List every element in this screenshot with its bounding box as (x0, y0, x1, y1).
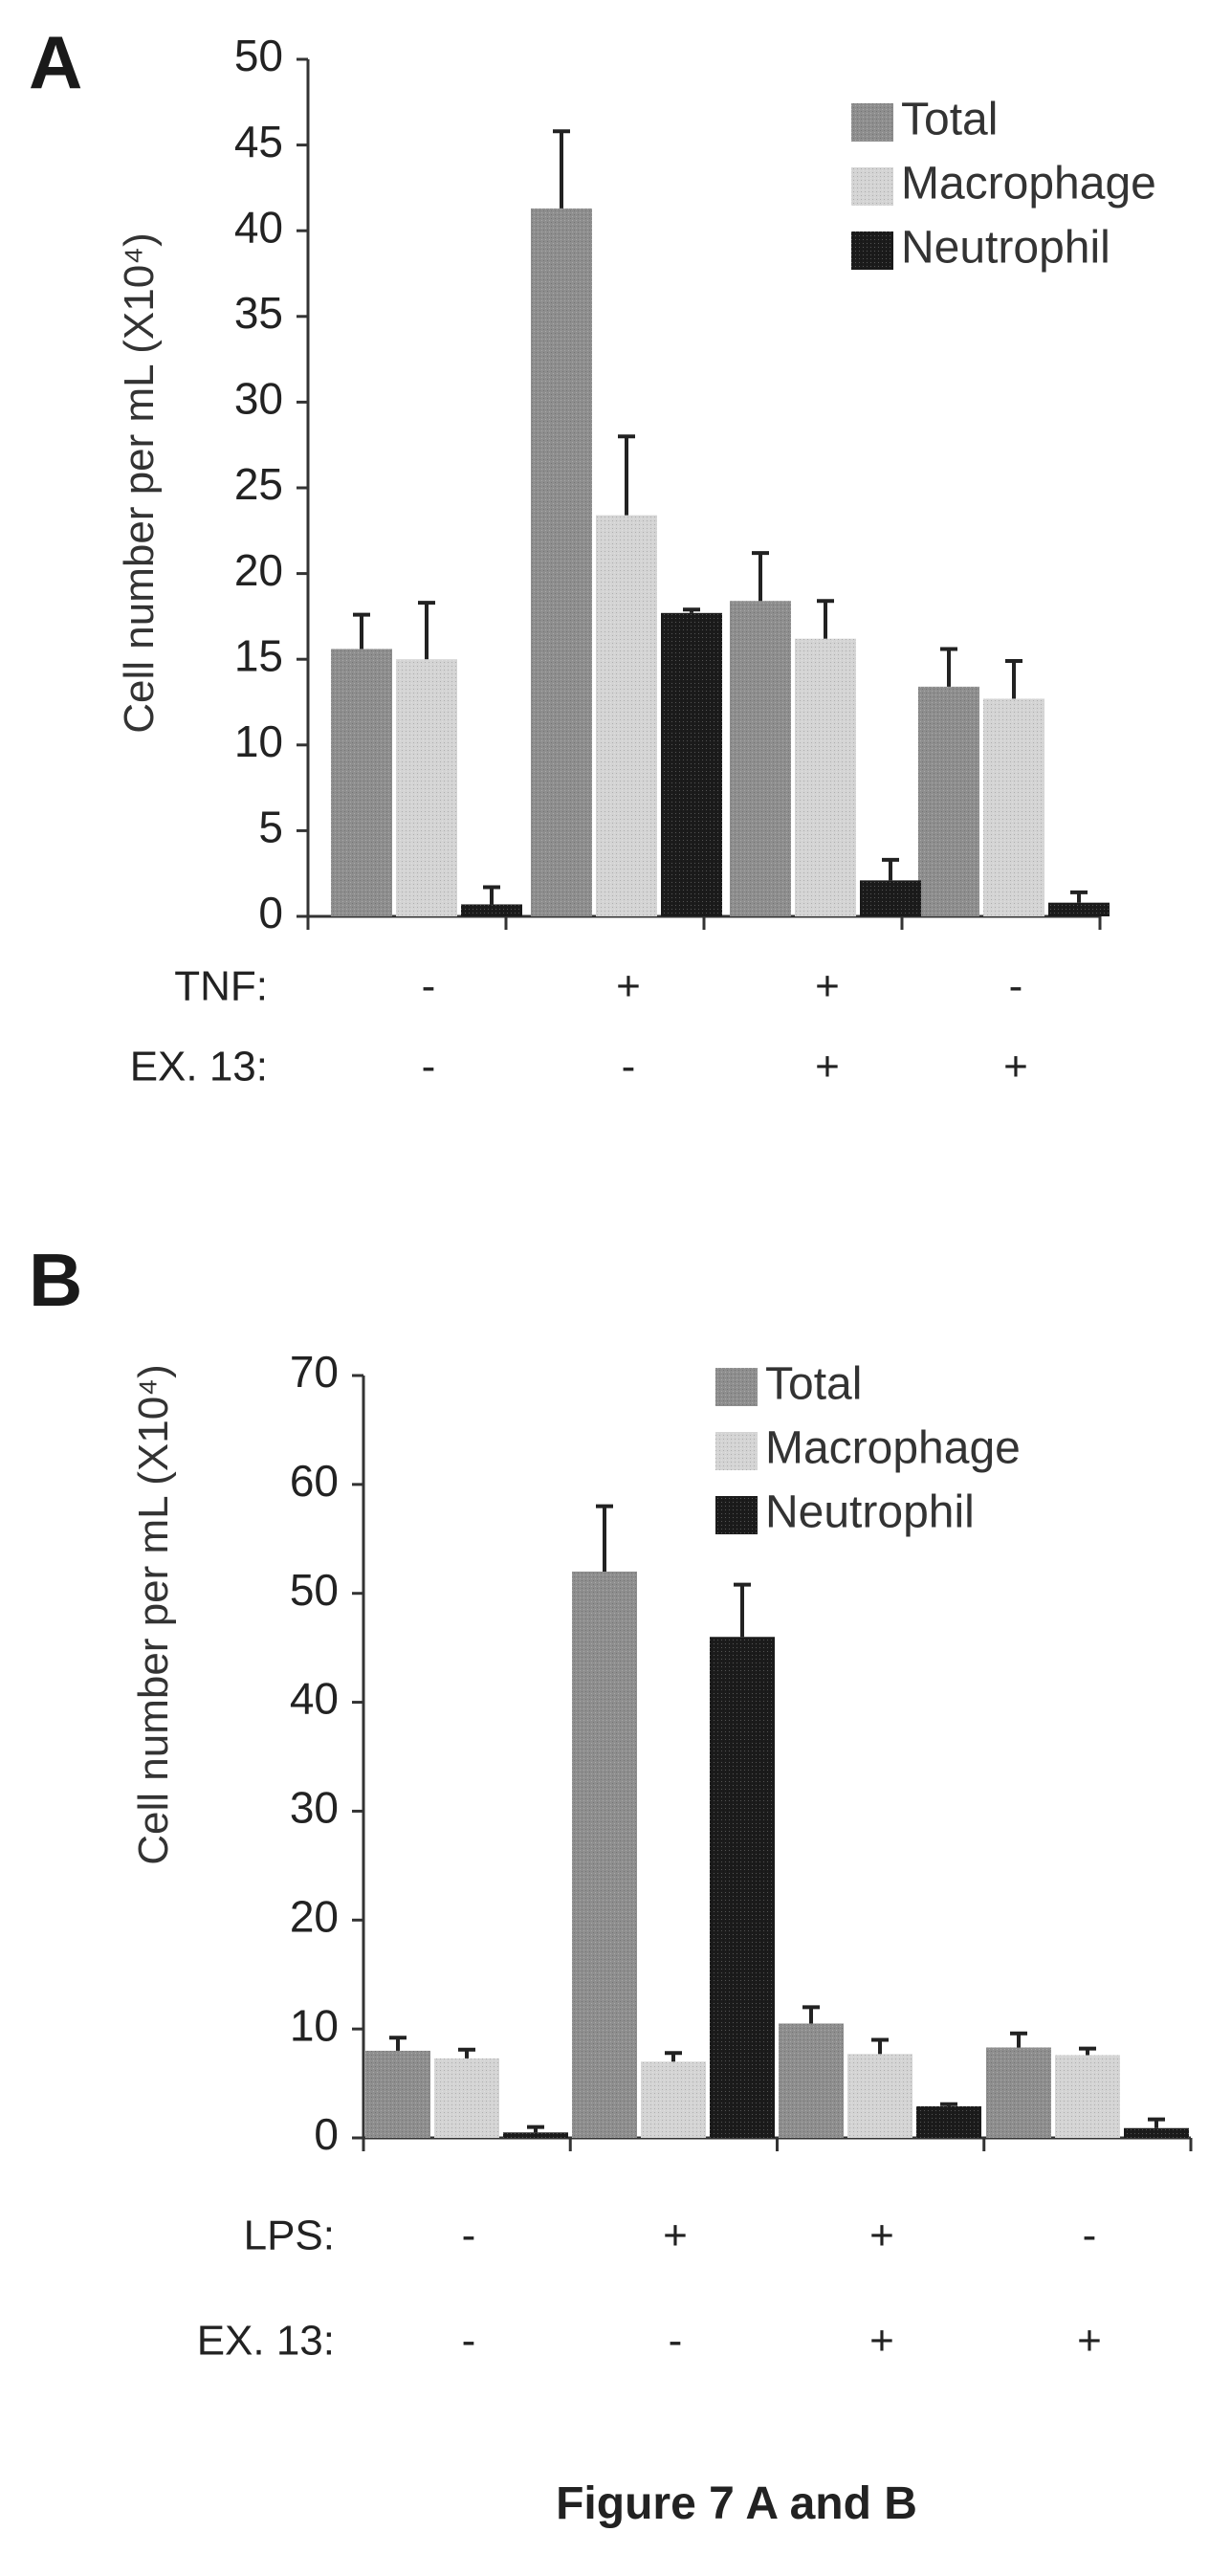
condition-mark: + (663, 2213, 688, 2259)
legend-swatch-texture (715, 1368, 758, 1406)
y-tick-label: 0 (258, 888, 283, 937)
condition-mark: - (422, 963, 436, 1010)
bar-texture (641, 2061, 706, 2138)
condition-mark: + (1077, 2318, 1102, 2365)
bar-texture (461, 904, 522, 916)
bar-texture (1048, 902, 1110, 916)
bar-texture (710, 1637, 775, 2138)
bar-texture (531, 208, 592, 917)
y-tick-label: 10 (234, 716, 283, 766)
condition-mark: - (1083, 2213, 1097, 2259)
y-tick-label: 20 (234, 545, 283, 595)
y-tick-label: 15 (234, 630, 283, 680)
y-tick-label: 25 (234, 459, 283, 509)
bar-texture (1055, 2055, 1120, 2138)
y-tick-label: 60 (290, 1456, 339, 1506)
legend-label-total: Total (765, 1359, 862, 1410)
y-tick-label: 50 (290, 1565, 339, 1615)
y-tick-label: 5 (258, 803, 283, 852)
y-tick-label: 50 (234, 31, 283, 80)
y-tick-label: 30 (290, 1783, 339, 1833)
chart-panel-b: B Cell number per mL (X10⁴) 0 10 20 30 40 50 60 7… (29, 1238, 1193, 2365)
bar-texture (983, 698, 1044, 916)
y-tick-label: 45 (234, 117, 283, 166)
bar-texture (918, 686, 979, 916)
bar-texture (365, 2050, 430, 2138)
legend-label-macrophage: Macrophage (765, 1423, 1021, 1474)
legend-swatch-texture (851, 231, 893, 270)
condition-label: EX. 13: (130, 1044, 268, 1090)
legend-label-macrophage: Macrophage (901, 159, 1156, 209)
condition-mark: - (1009, 963, 1023, 1010)
condition-mark: + (869, 2213, 894, 2259)
bar-texture (596, 515, 657, 916)
bar-texture (916, 2105, 981, 2138)
legend-swatch-texture (715, 1496, 758, 1534)
y-tick-label: 20 (290, 1891, 339, 1941)
condition-mark: + (815, 1044, 840, 1090)
bar-texture (847, 2054, 912, 2138)
y-tick-label: 70 (290, 1347, 339, 1397)
condition-mark: - (422, 1044, 436, 1090)
y-axis-label: Cell number per mL (X10⁴) (130, 1364, 177, 1864)
legend-swatch-texture (715, 1432, 758, 1470)
condition-label: LPS: (244, 2213, 335, 2259)
y-tick-label: 35 (234, 288, 283, 338)
bar-texture (860, 880, 921, 916)
condition-label: TNF: (174, 963, 268, 1010)
figure-caption: Figure 7 A and B (556, 2478, 917, 2529)
y-tick-label: 10 (290, 2000, 339, 2050)
condition-mark: - (669, 2318, 683, 2365)
legend-label-neutrophil: Neutrophil (765, 1487, 975, 1538)
legend-label-neutrophil: Neutrophil (901, 223, 1110, 274)
bar-texture (1124, 2127, 1189, 2138)
bar-texture (503, 2132, 568, 2138)
panel-letter: A (29, 20, 82, 104)
y-tick-label: 30 (234, 374, 283, 424)
bar-texture (331, 649, 392, 916)
legend-label-total: Total (901, 95, 998, 145)
legend-swatch-texture (851, 167, 893, 206)
panel-letter: B (29, 1238, 82, 1322)
condition-mark: - (622, 1044, 636, 1090)
condition-mark: + (869, 2318, 894, 2365)
bar-texture (779, 2023, 844, 2138)
bar-texture (986, 2047, 1051, 2138)
y-tick-label: 40 (290, 1674, 339, 1724)
condition-mark: - (462, 2213, 476, 2259)
bar-texture (730, 601, 791, 916)
bar-texture (396, 659, 457, 916)
condition-mark: - (462, 2318, 476, 2365)
condition-label: EX. 13: (197, 2318, 335, 2365)
bar-texture (661, 612, 722, 916)
bar-texture (795, 638, 856, 916)
y-axis-label: Cell number per mL (X10⁴) (116, 232, 163, 733)
bar-texture (434, 2058, 499, 2138)
condition-mark: + (1003, 1044, 1028, 1090)
y-tick-label: 0 (314, 2109, 339, 2159)
y-tick-label: 40 (234, 202, 283, 252)
condition-mark: + (815, 963, 840, 1010)
legend-swatch-texture (851, 103, 893, 142)
chart-panel-a: A Cell number per mL (X10⁴) 0 5 10 15 20 25 30 35… (29, 20, 1156, 1090)
bar-texture (572, 1571, 637, 2138)
condition-mark: + (616, 963, 641, 1010)
